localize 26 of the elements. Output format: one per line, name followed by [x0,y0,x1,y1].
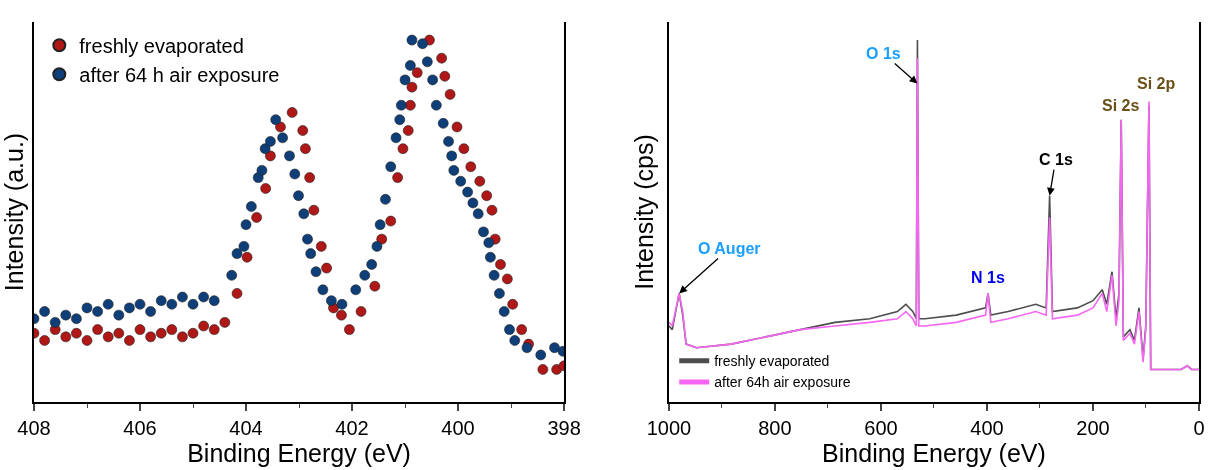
x-tick-label: 402 [335,416,369,439]
annotation: Si 2s [1102,97,1140,114]
x-tick-label: 200 [1076,416,1110,439]
x-axis-title: Binding Energy (eV) [187,438,411,467]
annotation: O Auger [698,240,761,257]
x-tick-label: 406 [123,416,157,439]
x-tick-label: 0 [1193,416,1205,439]
annotation: Si 2p [1137,75,1176,92]
annotation: O 1s [866,45,901,62]
x-tick-label: 400 [441,416,475,439]
x-tick-label: 800 [758,416,792,439]
x-tick-label: 398 [547,416,581,439]
x-tick-label: 400 [970,416,1004,439]
y-axis-title: Intensity (cps) [630,134,659,290]
annotation: C 1s [1039,151,1073,168]
x-tick-label: 1000 [646,416,692,439]
x-axis-title: Binding Energy (eV) [822,438,1046,467]
legend-label: after 64 h air exposure [79,64,280,87]
x-tick-label: 408 [17,416,51,439]
legend-label: after 64h air exposure [714,374,851,391]
y-axis-title: Intensity (a.u.) [0,132,28,292]
legend-label: freshly evaporated [714,353,830,370]
x-tick-label: 404 [229,416,263,439]
x-tick-label: 600 [864,416,898,439]
annotation: N 1s [971,269,1005,286]
legend-label: freshly evaporated [79,35,244,58]
